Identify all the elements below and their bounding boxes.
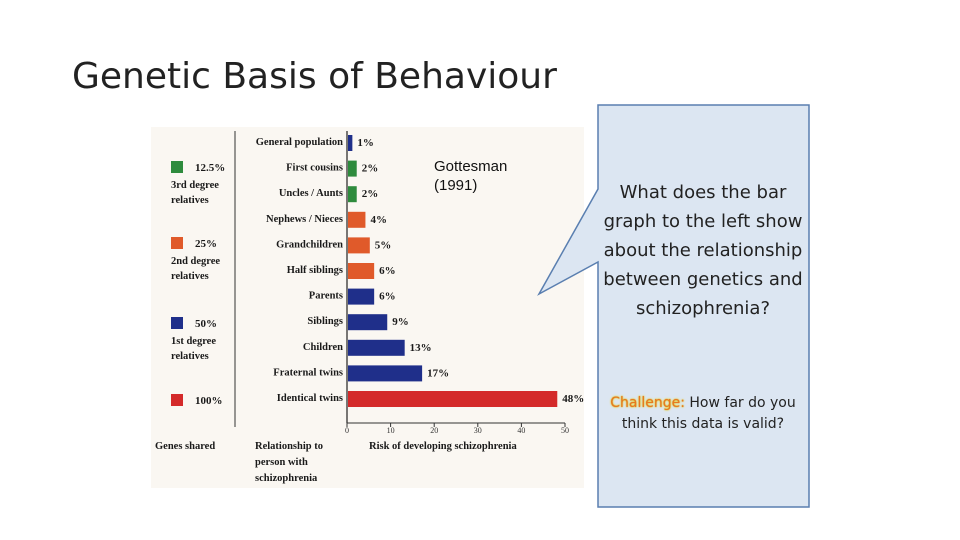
value-label-2: 2%	[362, 188, 379, 200]
value-label-6: 6%	[379, 291, 396, 303]
challenge-text: Challenge: How far do you think this dat…	[600, 393, 806, 435]
citation-line-1: Gottesman	[434, 158, 508, 175]
x-tick-label-4: 40	[517, 426, 525, 435]
legend-line-2-0: 1st degree	[171, 336, 216, 347]
category-label-3: Nephews / Nieces	[266, 214, 343, 225]
category-label-0: General population	[256, 137, 343, 148]
category-label-6: Parents	[309, 291, 343, 302]
legend-line-1-0: 2nd degree	[171, 256, 220, 267]
category-label-10: Identical twins	[277, 393, 343, 404]
bar-10	[348, 391, 558, 407]
legend-percent-1: 25%	[195, 238, 217, 250]
value-label-9: 17%	[427, 367, 449, 379]
legend-swatch-3	[171, 394, 183, 406]
callout-question: What does the bar graph to the left show…	[603, 182, 803, 319]
x-tick-label-0: 0	[345, 426, 349, 435]
legend-swatch-1	[171, 237, 183, 249]
value-label-1: 2%	[362, 163, 379, 175]
category-label-2: Uncles / Aunts	[279, 188, 343, 199]
y-axis-label-line-0: Relationship to	[255, 441, 323, 452]
value-label-5: 6%	[379, 265, 396, 277]
bar-0	[348, 135, 353, 151]
challenge-label: Challenge:	[610, 395, 685, 411]
chart-svg: 0 10 20 30 40 50 General population 1% First cou…	[155, 131, 584, 484]
citation: Gottesman (1991)	[434, 157, 544, 195]
value-label-8: 13%	[410, 342, 432, 354]
x-axis-label: Risk of developing schizophrenia	[369, 441, 517, 452]
challenge-body: How far do you think this data is valid?	[621, 395, 796, 432]
legend-percent-3: 100%	[195, 395, 223, 407]
legend-line-0-0: 3rd degree	[171, 180, 219, 191]
category-label-5: Half siblings	[287, 265, 343, 276]
x-tick-label-3: 30	[474, 426, 482, 435]
legend-line-0-1: relatives	[171, 195, 209, 206]
x-tick-label-2: 20	[430, 426, 438, 435]
category-label-7: Siblings	[307, 316, 343, 327]
category-label-4: Grandchildren	[276, 239, 343, 250]
bar-5	[348, 263, 375, 279]
category-label-9: Fraternal twins	[273, 367, 343, 378]
bar-6	[348, 288, 375, 305]
citation-line-2: (1991)	[434, 177, 478, 194]
y-axis-label-line-2: schizophrenia	[255, 473, 318, 484]
x-tick-label-1: 10	[387, 426, 395, 435]
x-tick-label-5: 50	[561, 426, 569, 435]
legend-line-2-1: relatives	[171, 351, 209, 362]
legend-line-1-1: relatives	[171, 271, 209, 282]
genes-shared-label: Genes shared	[155, 441, 215, 452]
legend-percent-2: 50%	[195, 318, 217, 330]
category-label-1: First cousins	[286, 163, 343, 174]
legend-swatch-0	[171, 161, 183, 173]
bar-7	[348, 314, 388, 331]
callout-shape	[537, 104, 810, 508]
legend-percent-0: 12.5%	[195, 162, 225, 174]
category-label-8: Children	[303, 342, 343, 353]
bar-1	[348, 160, 357, 177]
bar-4	[348, 237, 370, 254]
bar-chart: 0 10 20 30 40 50 General population 1% First cou…	[151, 127, 584, 488]
slide-title: Genetic Basis of Behaviour	[72, 56, 557, 97]
bar-3	[348, 211, 366, 228]
legend-swatch-2	[171, 317, 183, 329]
value-label-0: 1%	[357, 137, 374, 149]
value-label-10: 48%	[562, 393, 584, 405]
bar-2	[348, 186, 357, 203]
y-axis-label-line-1: person with	[255, 457, 308, 468]
value-label-4: 5%	[375, 239, 392, 251]
bar-8	[348, 339, 405, 356]
value-label-7: 9%	[392, 316, 409, 328]
value-label-3: 4%	[370, 214, 387, 226]
bar-9	[348, 365, 423, 382]
